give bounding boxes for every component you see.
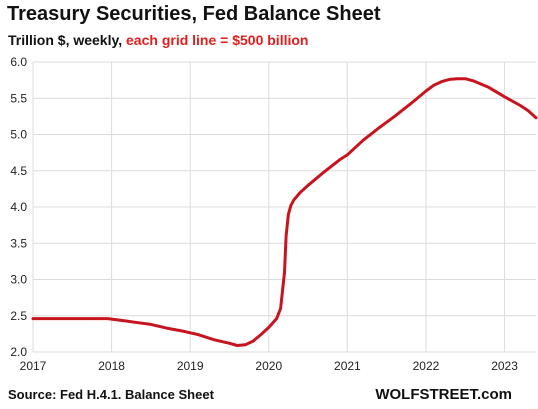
x-tick-label-4: 2021 [334,359,361,373]
y-tick-label-8: 6.0 [10,55,27,69]
y-tick-label-5: 4.5 [10,164,27,178]
brand-label: WOLFSTREET.com [375,386,512,403]
grid-layer [32,61,536,353]
x-tick-label-0: 2017 [20,359,47,373]
y-tick-label-3: 3.5 [10,236,27,250]
series-line-0 [31,77,538,347]
y-tick-label-4: 4.0 [10,200,27,214]
y-tick-label-6: 5.0 [10,128,27,142]
x-tick-label-6: 2023 [491,359,518,373]
y-tick-label-1: 2.5 [10,309,27,323]
y-tick-label-0: 2.0 [10,345,27,359]
y-tick-label-2: 3.0 [10,273,27,287]
subtitle-highlight: each grid line = $500 billion [126,32,309,48]
x-tick-label-2: 2019 [177,359,204,373]
x-axis-tick-labels: 2017 2018 2019 2020 2021 2022 2023 [20,359,519,373]
subtitle-main: Trillion $, weekly, [8,32,127,48]
x-tick-label-3: 2020 [255,359,282,373]
chart-title: Treasury Securities, Fed Balance Sheet [7,3,381,25]
chart-subtitle: Trillion $, weekly, each grid line = $50… [8,32,308,48]
series-layer [31,77,538,347]
source-note: Source: Fed H.4.1. Balance Sheet [8,387,214,402]
y-tick-label-7: 5.5 [10,91,27,105]
y-axis-tick-labels: 2.0 2.5 3.0 3.5 4.0 4.5 5.0 5.5 6.0 [10,55,27,359]
x-tick-label-5: 2022 [413,359,440,373]
x-tick-label-1: 2018 [98,359,125,373]
